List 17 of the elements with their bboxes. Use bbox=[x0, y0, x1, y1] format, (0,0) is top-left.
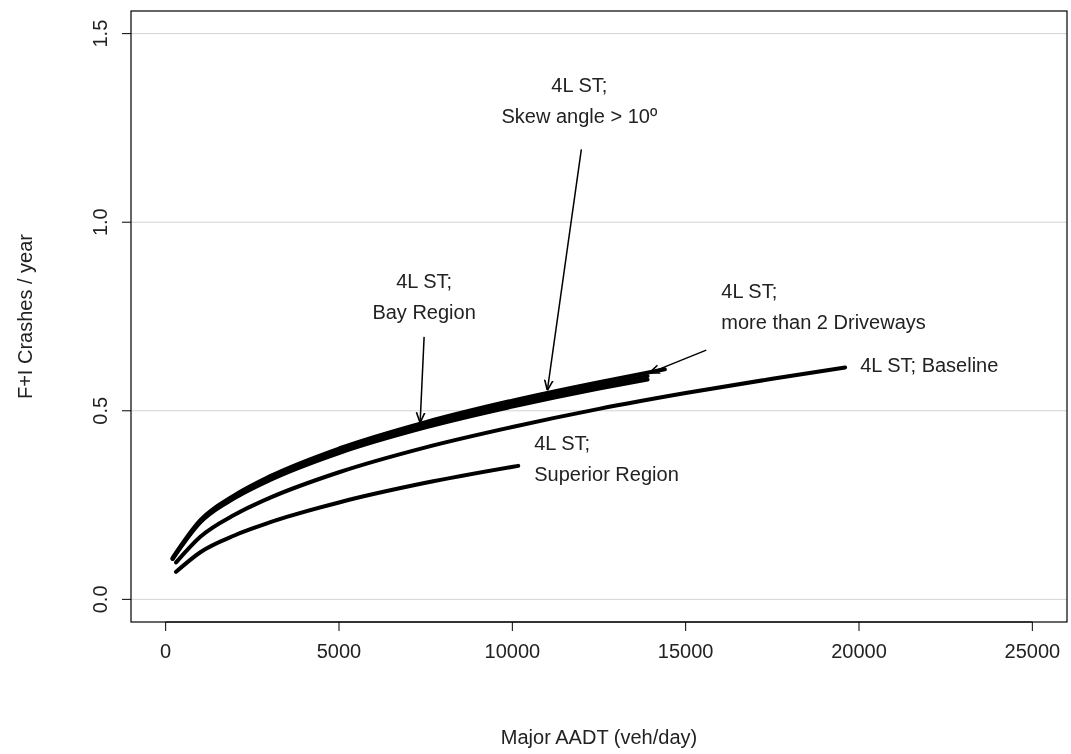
y-axis-title: F+I Crashes / year bbox=[14, 233, 36, 400]
annotation: 4L ST; Superior Region bbox=[534, 432, 679, 486]
x-tick-label: 0 bbox=[160, 640, 172, 662]
y-tick-label: 0.0 bbox=[89, 585, 111, 614]
x-tick-label: 15000 bbox=[657, 640, 714, 662]
annotation: 4L ST; Skew angle > 10º bbox=[501, 74, 658, 128]
x-tick-label: 20000 bbox=[831, 640, 887, 662]
x-tick-label: 5000 bbox=[316, 640, 362, 662]
annotation: 4L ST; more than 2 Driveways bbox=[721, 280, 926, 334]
annotation: 4L ST; Baseline bbox=[860, 354, 999, 377]
annotation: 4L ST; Bay Region bbox=[372, 270, 476, 324]
y-tick-label: 1.5 bbox=[89, 19, 111, 48]
y-tick-label: 0.5 bbox=[89, 396, 111, 425]
y-tick-label: 1.0 bbox=[89, 208, 111, 237]
x-tick-label: 25000 bbox=[1004, 640, 1061, 662]
x-axis-title: Major AADT (veh/day) bbox=[500, 726, 698, 748]
x-tick-label: 10000 bbox=[484, 640, 541, 662]
